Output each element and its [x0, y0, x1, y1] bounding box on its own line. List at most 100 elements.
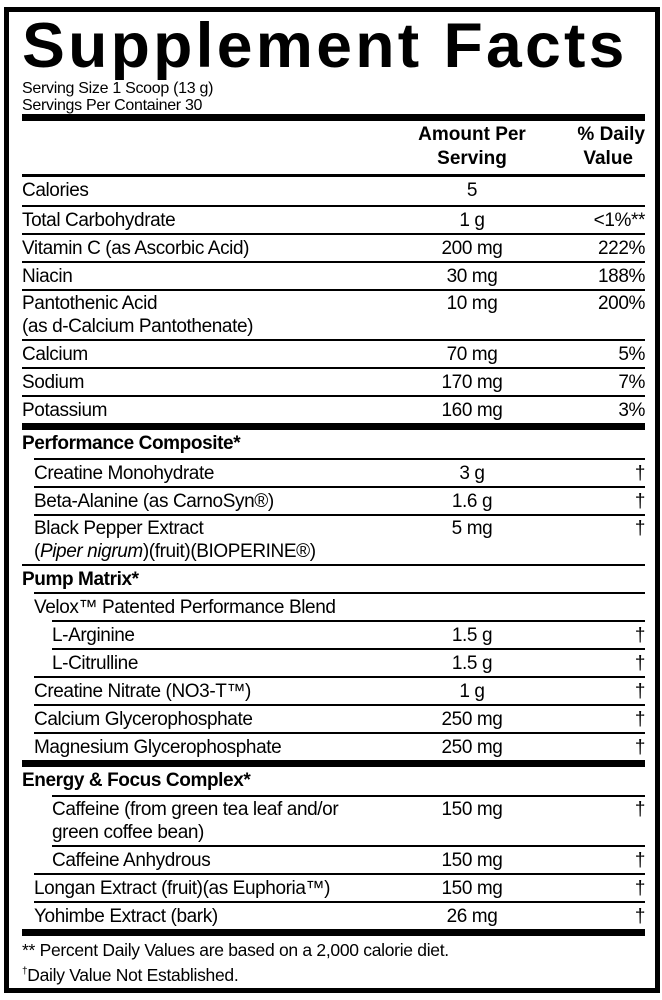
amount-per-serving: 200 mg: [441, 238, 503, 259]
nutrient-row: Calcium 70 mg 5%: [22, 339, 645, 367]
nutrient-name: Niacin: [22, 264, 73, 289]
nutrient-name-line1: Calcium Glycerophosphate: [34, 709, 253, 730]
nutrient-name: Creatine Nitrate (NO3-T™): [34, 679, 251, 704]
nutrient-name-line1: Niacin: [22, 266, 73, 287]
nutrient-name: Black Pepper Extract (Piper nigrum)(fruit…: [34, 517, 316, 563]
section-heading-row: Performance Composite*: [22, 430, 645, 458]
nutrient-name-line1: Calcium: [22, 344, 88, 365]
amount-per-serving: 170 mg: [441, 372, 503, 393]
nutrient-name: Pantothenic Acid (as d-Calcium Pantothena…: [22, 292, 253, 338]
thick-divider: [22, 760, 645, 767]
nutrient-name: Creatine Monohydrate: [34, 461, 214, 486]
daily-value: 3%: [618, 400, 645, 421]
nutrient-row: L-Arginine 1.5 g †: [52, 620, 645, 648]
nutrient-name: Caffeine (from green tea leaf and/or gree…: [52, 798, 339, 844]
nutrient-name: Calcium: [22, 342, 88, 367]
nutrient-name: L-Citrulline: [52, 651, 138, 676]
nutrient-name-line1: Creatine Monohydrate: [34, 463, 214, 484]
nutrient-row: Total Carbohydrate 1 g <1%**: [22, 205, 645, 233]
nutrient-row: Calcium Glycerophosphate 250 mg †: [34, 704, 645, 732]
nutrient-name: Beta-Alanine (as CarnoSyn®): [34, 489, 274, 514]
nutrient-name-line2: (as d-Calcium Pantothenate): [22, 316, 254, 337]
section-heading-row: Pump Matrix*: [22, 564, 645, 592]
daily-value: <1%**: [593, 210, 646, 231]
nutrient-row: Caffeine Anhydrous 150 mg †: [52, 845, 645, 873]
amount-per-serving: 150 mg: [441, 799, 503, 820]
nutrient-name: Calories: [22, 178, 89, 203]
header-text: Value: [583, 148, 633, 169]
daily-value: 5%: [618, 344, 645, 365]
nutrient-name-line1: Pantothenic Acid: [22, 293, 158, 314]
nutrient-name-line1: Longan Extract (fruit)(as Euphoria™): [34, 878, 331, 899]
amount-per-serving: 5 mg: [451, 518, 493, 539]
nutrient-row: Caffeine (from green tea leaf and/or gree…: [52, 795, 645, 845]
amount-per-serving: 160 mg: [441, 400, 503, 421]
amount-per-serving: 150 mg: [441, 878, 503, 899]
nutrient-name-line1: Total Carbohydrate: [22, 210, 176, 231]
footnote-dagger: †Daily Value Not Established.: [22, 961, 645, 986]
daily-value: †: [634, 491, 646, 512]
nutrient-name-line2: green coffee bean): [52, 822, 204, 843]
nutrient-row: Calories 5: [22, 177, 645, 205]
servings-per-container: Servings Per Container 30: [22, 97, 203, 114]
nutrient-row: Yohimbe Extract (bark) 26 mg †: [34, 901, 645, 929]
name-part: (: [34, 541, 40, 562]
header-text: Amount Per: [418, 124, 526, 145]
footnote-percent: ** Percent Daily Values are based on a 2…: [22, 940, 449, 960]
nutrient-row: Black Pepper Extract (Piper nigrum)(fruit…: [34, 514, 645, 564]
footnotes: ** Percent Daily Values are based on a 2…: [22, 936, 645, 986]
daily-value: †: [634, 799, 646, 820]
amount-per-serving: 26 mg: [446, 906, 498, 927]
amount-per-serving: 5: [466, 180, 478, 201]
column-header: Amount Per Serving % Daily Value: [22, 121, 645, 174]
nutrient-row: Pantothenic Acid (as d-Calcium Pantothena…: [22, 289, 645, 339]
nutrient-row: Creatine Nitrate (NO3-T™) 1 g †: [34, 676, 645, 704]
daily-value: †: [634, 681, 646, 702]
nutrient-name-line1: Beta-Alanine (as CarnoSyn®): [34, 491, 274, 512]
name-part: Piper nigrum: [39, 541, 143, 562]
nutrient-name: Velox™ Patented Performance Blend: [34, 595, 336, 620]
daily-value: †: [634, 625, 646, 646]
daily-value: †: [634, 737, 646, 758]
nutrient-section: Energy & Focus Complex* Caffeine (from gr…: [22, 767, 645, 929]
header-divider: [22, 174, 645, 177]
daily-value: 222%: [598, 238, 645, 259]
header-text: % Daily: [577, 124, 645, 145]
section-heading: Performance Composite*: [22, 431, 241, 456]
supplement-facts-panel: Supplement Facts Serving Size 1 Scoop (1…: [4, 7, 660, 993]
nutrient-section: Performance Composite* Creatine Monohydra…: [22, 430, 645, 760]
daily-value: †: [634, 906, 646, 927]
nutrient-name-line1: Calories: [22, 180, 89, 201]
header-text: Serving: [437, 148, 507, 169]
nutrient-name: Calcium Glycerophosphate: [34, 707, 253, 732]
amount-per-serving: 250 mg: [441, 709, 503, 730]
amount-per-serving: 150 mg: [441, 850, 503, 871]
nutrient-name: Magnesium Glycerophosphate: [34, 735, 282, 760]
daily-value: †: [634, 850, 646, 871]
amount-per-serving: 1.5 g: [451, 653, 493, 674]
amount-per-serving: 1.6 g: [451, 491, 493, 512]
footnote-dagger-text: Daily Value Not Established.: [27, 964, 239, 985]
nutrient-name-line1: Velox™ Patented Performance Blend: [34, 597, 336, 618]
amount-per-serving: 10 mg: [446, 293, 498, 314]
nutrient-section: Calories 5 Total Carbohydrate 1 g <1%** Vitam…: [22, 177, 645, 423]
panel-title: Supplement Facts: [22, 11, 628, 81]
nutrient-row: L-Citrulline 1.5 g †: [52, 648, 645, 676]
nutrient-row: Beta-Alanine (as CarnoSyn®) 1.6 g †: [34, 486, 645, 514]
nutrient-name-line1: L-Citrulline: [52, 653, 139, 674]
amount-per-serving: 1 g: [459, 681, 485, 702]
nutrient-name: Total Carbohydrate: [22, 208, 176, 233]
nutrient-name-line1: Caffeine (from green tea leaf and/or: [52, 799, 339, 820]
nutrient-name: Vitamin C (as Ascorbic Acid): [22, 236, 249, 261]
section-heading: Energy & Focus Complex*: [22, 768, 251, 793]
nutrient-name-line2: (Piper nigrum)(fruit)(BIOPERINE®): [34, 540, 316, 563]
amount-per-serving: 1 g: [459, 210, 485, 231]
nutrient-row: Sodium 170 mg 7%: [22, 367, 645, 395]
daily-value: †: [634, 878, 646, 899]
amount-per-serving: 30 mg: [446, 266, 498, 287]
daily-value: 7%: [618, 372, 645, 393]
daily-value: †: [634, 463, 646, 484]
nutrient-name-line1: Black Pepper Extract: [34, 518, 204, 539]
nutrient-name-line1: Potassium: [22, 400, 108, 421]
nutrient-name-line1: Vitamin C (as Ascorbic Acid): [22, 238, 250, 259]
